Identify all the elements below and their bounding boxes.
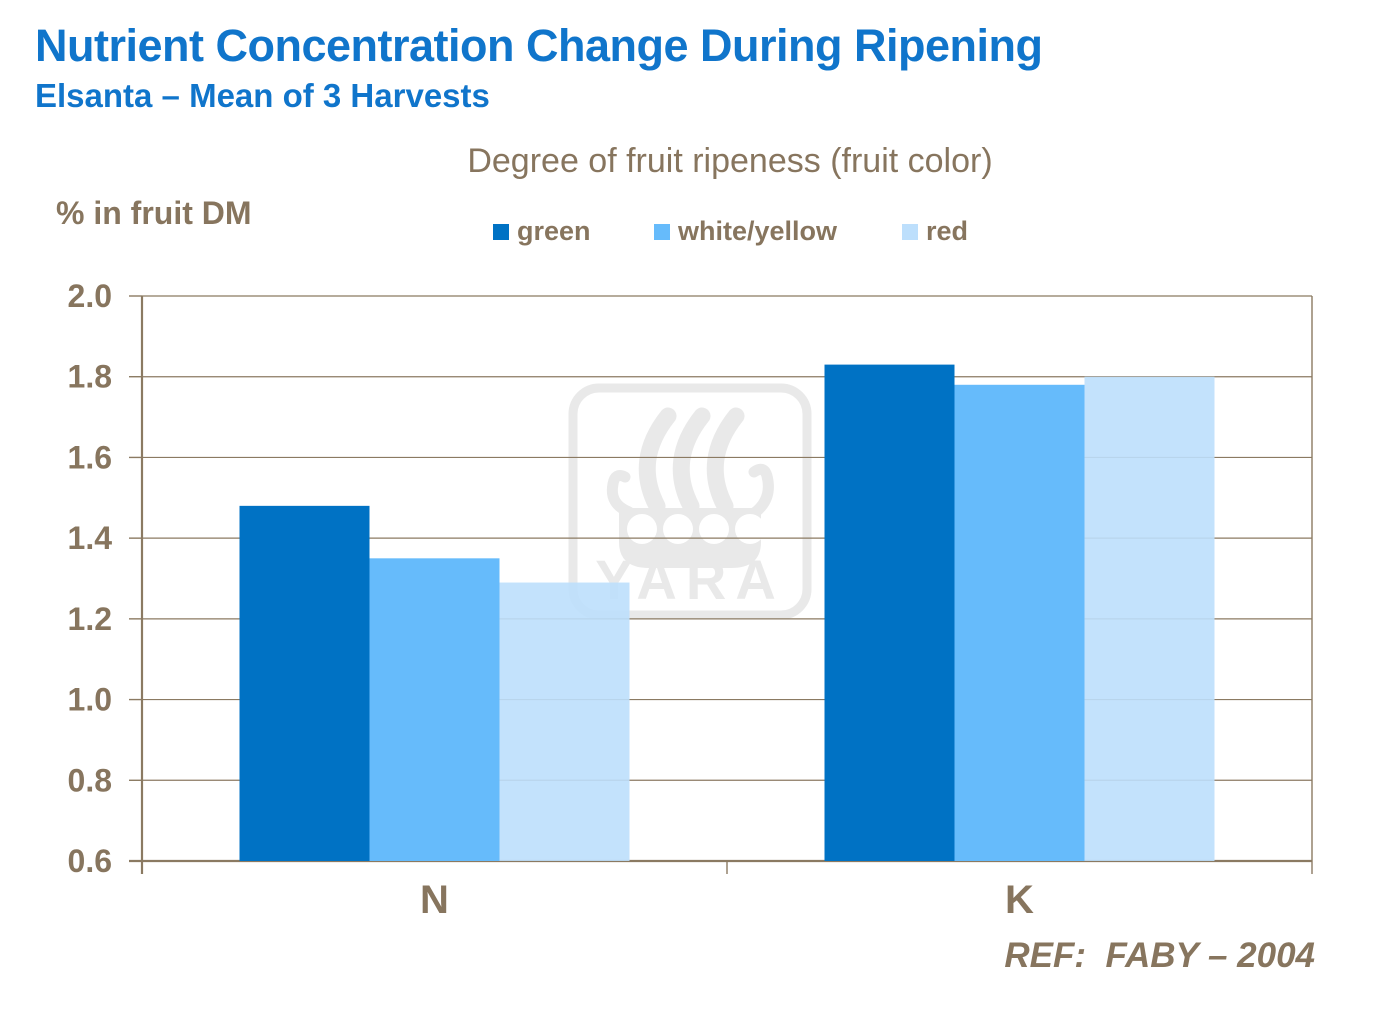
page-title: Nutrient Concentration Change During Rip… xyxy=(35,20,1043,71)
bar-N-white-yellow xyxy=(369,558,500,861)
legend-title: Degree of fruit ripeness (fruit color) xyxy=(467,142,993,180)
y-tick-label: 1.2 xyxy=(68,601,112,637)
bar-K-white-yellow xyxy=(954,384,1085,861)
y-axis-title: % in fruit DM xyxy=(56,195,252,231)
legend-label-green: green xyxy=(517,216,591,246)
legend-item-white-yellow: white/yellow xyxy=(654,216,837,247)
bar-N-green xyxy=(239,505,370,861)
legend-item-red: red xyxy=(902,216,968,247)
y-tick-label: 1.6 xyxy=(68,439,112,475)
y-tick-label: 1.8 xyxy=(68,359,112,395)
y-tick-label: 1.4 xyxy=(68,520,113,556)
y-tick-label: 1.0 xyxy=(68,682,112,718)
bar-N-red xyxy=(499,582,630,861)
bar-K-green xyxy=(824,364,955,861)
y-tick-label: 0.6 xyxy=(68,843,112,879)
x-category-label: K xyxy=(1005,878,1034,922)
legend-item-green: green xyxy=(493,216,591,247)
page-subtitle: Elsanta – Mean of 3 Harvests xyxy=(35,77,490,114)
bar-K-red xyxy=(1084,376,1215,861)
legend-label-red: red xyxy=(926,216,969,246)
reference-text: REF: FABY – 2004 xyxy=(1004,936,1315,975)
legend-swatch-red xyxy=(902,223,918,240)
legend-swatch-white-yellow xyxy=(654,223,670,240)
x-category-label: N xyxy=(420,878,449,922)
legend-swatch-green xyxy=(493,223,509,240)
y-tick-label: 0.8 xyxy=(68,762,112,798)
legend-label-white-yellow: white/yellow xyxy=(678,216,838,246)
y-tick-label: 2.0 xyxy=(68,278,112,314)
